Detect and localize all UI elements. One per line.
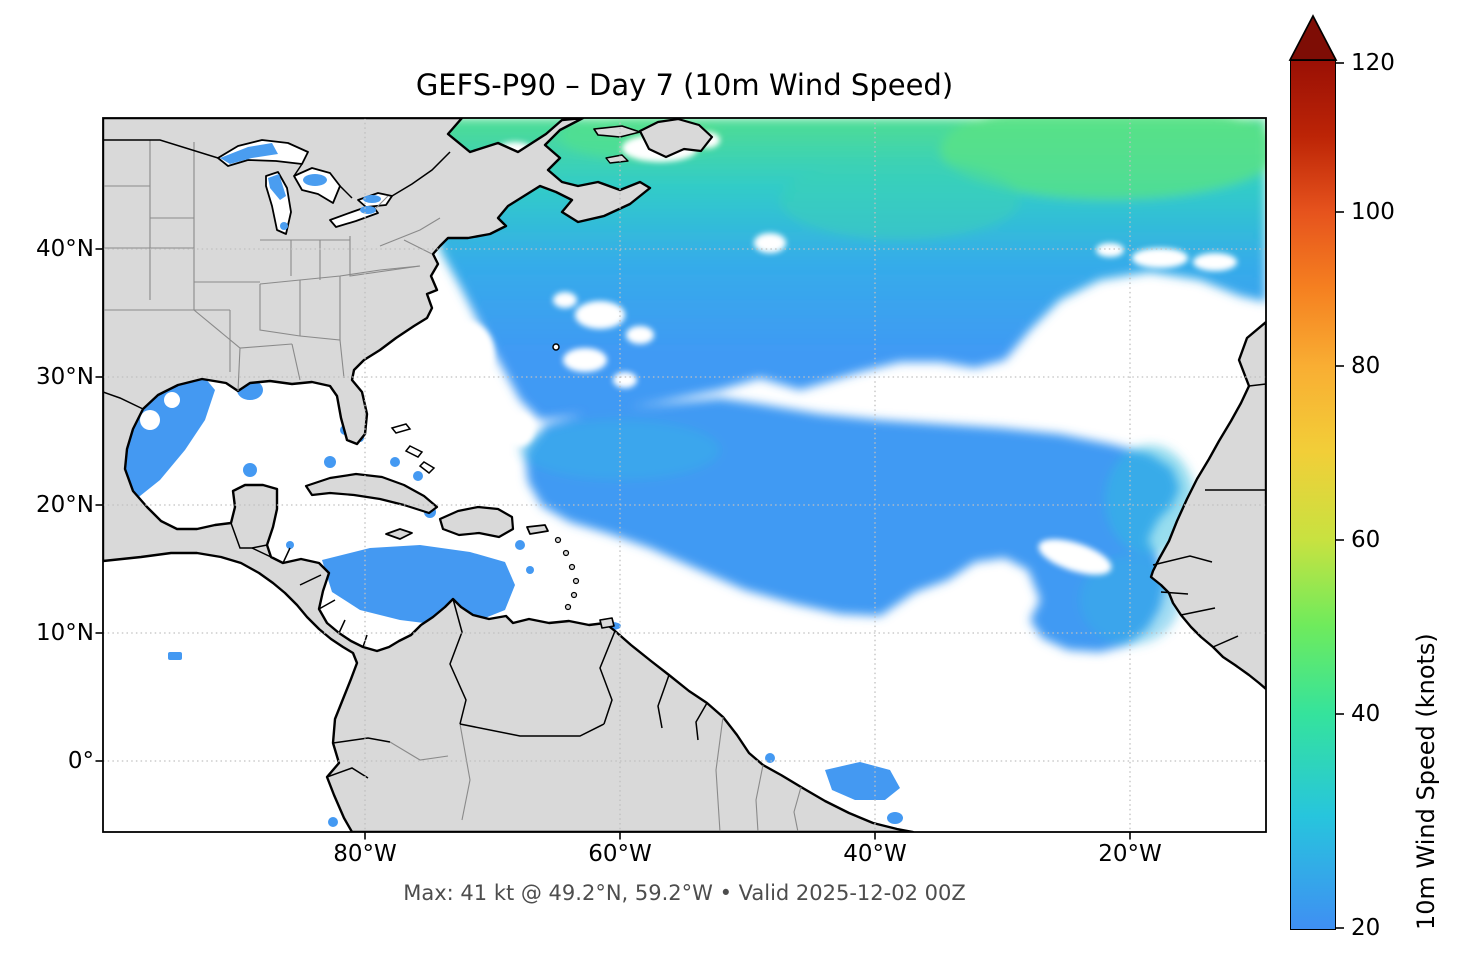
colorbar-tick-80: 80 — [1351, 353, 1381, 379]
hispaniola-island — [438, 505, 515, 539]
lesser-antilles-islands — [554, 536, 580, 611]
axes-frame — [102, 117, 1267, 833]
newfoundland-island — [638, 118, 714, 159]
axis-tick-marks — [95, 248, 1131, 840]
state-borders — [103, 140, 802, 832]
colorbar-tick-marks — [1336, 62, 1344, 929]
cuba-island — [304, 472, 439, 515]
lat-tick-20n: 20°N — [36, 492, 94, 518]
lon-tick-40w: 40°W — [843, 841, 907, 867]
lon-tick-20w: 20°W — [1098, 841, 1162, 867]
colorbar-axis-label: 10m Wind Speed (knots) — [1412, 633, 1440, 930]
bahamas-islands — [390, 423, 412, 434]
plot-title: GEFS-P90 – Day 7 (10m Wind Speed) — [415, 68, 954, 102]
lat-tick-10n: 10°N — [36, 620, 94, 646]
small-islands — [390, 343, 580, 611]
puerto-rico-island — [526, 524, 549, 535]
lake-wind-patches — [220, 143, 381, 230]
lat-tick-40n: 40°N — [36, 236, 94, 262]
pei-island — [605, 154, 629, 164]
anticosti-island — [593, 125, 641, 138]
country-borders — [103, 139, 1266, 779]
colorbar-extend-arrow — [1288, 14, 1338, 61]
colorbar-tick-60: 60 — [1351, 527, 1381, 553]
lat-tick-0: 0° — [67, 748, 94, 774]
lat-tick-30n: 30°N — [36, 364, 94, 390]
lon-tick-60w: 60°W — [588, 841, 652, 867]
jamaica-island — [385, 528, 413, 540]
colorbar-tick-100: 100 — [1351, 199, 1395, 225]
colorbar-tick-40: 40 — [1351, 701, 1381, 727]
colorbar-tick-120: 120 — [1351, 50, 1395, 76]
lon-tick-80w: 80°W — [333, 841, 397, 867]
colorbar — [1290, 60, 1336, 930]
trinidad-island — [599, 617, 615, 629]
gridlines — [103, 118, 1266, 832]
bermuda-island — [552, 343, 560, 351]
americas-landmass — [103, 118, 915, 832]
plot-subtitle: Max: 41 kt @ 49.2°N, 59.2°W • Valid 2025… — [403, 881, 966, 905]
colorbar-tick-20: 20 — [1351, 915, 1381, 941]
